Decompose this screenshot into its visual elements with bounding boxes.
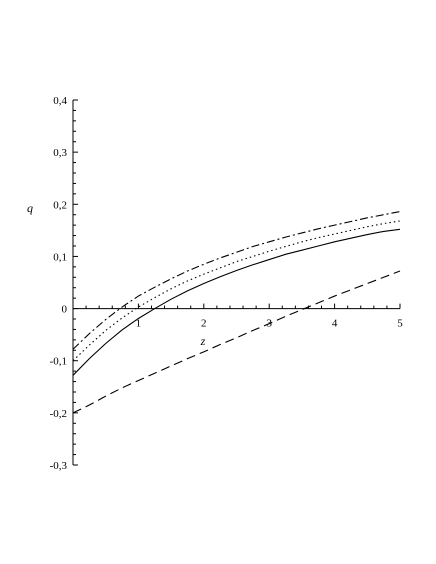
tick-labels: 0,40,30,20,10-0,1-0,2-0,31 2 3 4 5 <box>50 95 404 472</box>
series-line-dashed <box>72 270 401 414</box>
series-lines <box>72 211 401 414</box>
x-tick-label: 4 <box>332 318 338 330</box>
y-tick-label: 0,4 <box>53 95 67 107</box>
y-tick-label: -0,2 <box>50 408 67 420</box>
x-tick-label: 5 <box>397 318 403 330</box>
x-axis-label: z <box>200 334 206 348</box>
y-axis-label: q <box>27 201 33 215</box>
y-tick-label: 0,1 <box>53 251 67 263</box>
y-tick-label: 0,2 <box>53 199 67 211</box>
axes <box>72 100 400 465</box>
series-line-solid <box>72 228 401 376</box>
y-tick-label: -0,3 <box>50 460 68 472</box>
y-tick-label: 0 <box>62 304 68 316</box>
ticks <box>73 99 401 466</box>
y-tick-label: 0,3 <box>53 147 67 159</box>
y-tick-label: -0,1 <box>50 356 67 368</box>
series-line-dash-dot <box>72 211 401 350</box>
x-tick-label: 1 <box>136 318 142 330</box>
x-tick-label: 2 <box>201 318 207 330</box>
series-line-dotted <box>72 220 401 362</box>
